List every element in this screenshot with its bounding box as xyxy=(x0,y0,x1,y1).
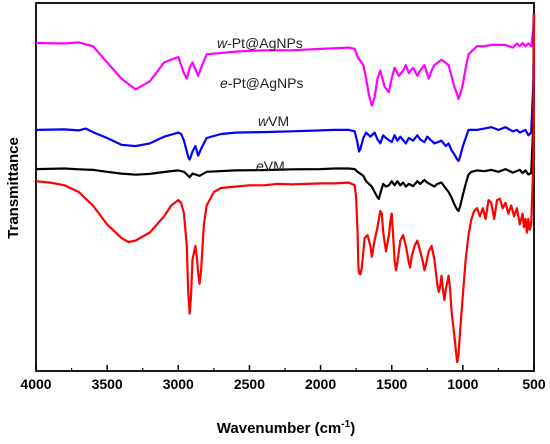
x-tick-label: 4000 xyxy=(20,376,51,392)
plot-area xyxy=(35,2,535,372)
series-line-3 xyxy=(35,13,536,364)
series-line-1 xyxy=(35,13,536,163)
series-line-2 xyxy=(35,13,536,212)
x-axis-ticks: 4000 3500 3000 2500 2000 1500 1000 500 xyxy=(20,365,546,392)
x-axis-title: Wavenumber (cm-1) xyxy=(217,419,355,437)
x-tick-label: 1000 xyxy=(447,376,478,392)
x-tick-label: 1500 xyxy=(376,376,407,392)
x-tick-label: 3500 xyxy=(92,376,123,392)
x-tick-label: 2500 xyxy=(234,376,265,392)
series-label: w-Pt@AgNPs xyxy=(217,35,303,51)
y-axis-title: Transmittance xyxy=(5,137,22,239)
x-tick-label: 3000 xyxy=(163,376,194,392)
series-label: e-Pt@AgNPs xyxy=(220,75,303,91)
x-tick-label: 2000 xyxy=(305,376,336,392)
series-labels: w-Pt@AgNPs e-Pt@AgNPs wVM eVM xyxy=(217,35,303,174)
x-tick-label: 500 xyxy=(522,376,546,392)
series-line-0 xyxy=(35,13,536,107)
series-label: eVM xyxy=(256,158,285,174)
plot-frame xyxy=(35,2,535,372)
series-label: wVM xyxy=(258,113,289,129)
series-group xyxy=(35,13,536,364)
